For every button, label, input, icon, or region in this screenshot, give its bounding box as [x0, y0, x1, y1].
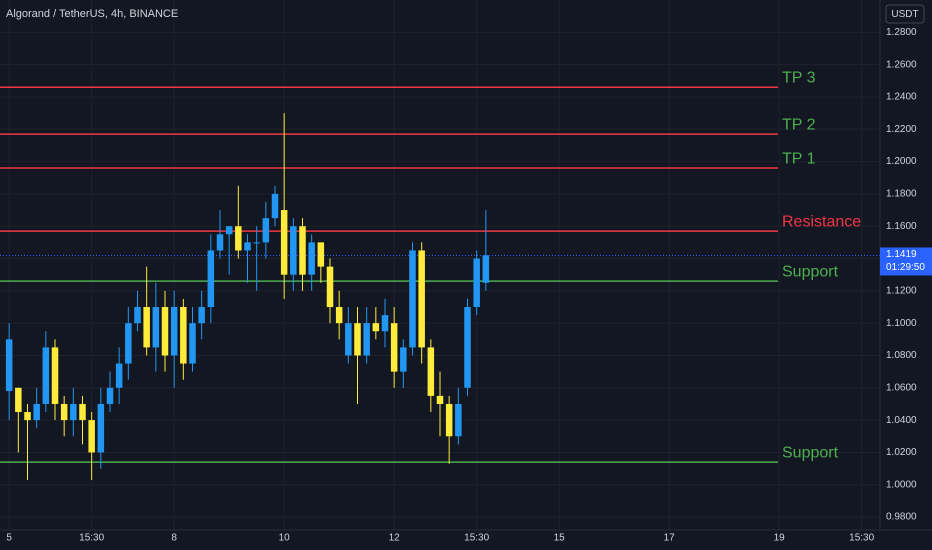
candle-body	[482, 255, 490, 283]
candle-body	[372, 323, 380, 332]
candle-body	[271, 193, 279, 219]
x-tick-label: 5	[6, 533, 12, 544]
candle-body	[390, 323, 398, 372]
x-tick-label: 12	[389, 533, 401, 544]
level-label: TP 3	[782, 69, 816, 86]
level-label: Support	[782, 263, 839, 280]
candle-body	[152, 307, 160, 348]
x-tick-label: 8	[171, 533, 177, 544]
level-label: TP 2	[782, 116, 816, 133]
candle-body	[445, 403, 453, 437]
candle-body	[198, 307, 205, 324]
candle-body	[290, 226, 297, 275]
candle-body	[436, 395, 444, 404]
candle-body	[400, 347, 407, 372]
y-tick-label: 1.2200	[886, 124, 917, 135]
candle-body	[207, 250, 215, 308]
candle-body	[225, 226, 233, 235]
candle-body	[42, 347, 50, 404]
y-tick-label: 1.0600	[886, 382, 917, 393]
y-tick-label: 1.1000	[886, 318, 917, 329]
candle-body	[345, 323, 352, 356]
candle-body	[253, 242, 260, 244]
candle-body	[79, 403, 86, 421]
candle-body	[455, 403, 462, 437]
candle-body	[97, 403, 105, 453]
candle-body	[464, 307, 471, 388]
candle-body	[335, 307, 343, 324]
candle-body	[88, 420, 95, 453]
x-tick-label: 15:30	[79, 533, 104, 544]
candle-body	[363, 323, 370, 356]
y-tick-label: 1.1600	[886, 221, 917, 232]
last-price: 1.1419	[886, 249, 917, 260]
chart-title: Algorand / TetherUS, 4h, BINANCE	[6, 8, 178, 20]
y-tick-label: 1.0200	[886, 447, 917, 458]
candle-body	[280, 210, 288, 275]
level-label: TP 1	[782, 150, 816, 167]
y-tick-label: 1.0800	[886, 350, 917, 361]
candle-body	[427, 347, 435, 396]
candle-body	[170, 307, 178, 356]
candle-body	[409, 250, 416, 348]
candle-body	[143, 307, 150, 348]
candle-body	[115, 363, 123, 388]
candle-body	[161, 307, 169, 356]
candle-body	[299, 226, 306, 275]
x-tick-label: 15:30	[464, 533, 489, 544]
y-tick-label: 1.2000	[886, 156, 917, 167]
candle-body	[317, 242, 325, 267]
level-label: Resistance	[782, 213, 861, 230]
x-tick-label: 17	[664, 533, 676, 544]
candle-body	[262, 218, 270, 243]
y-tick-label: 1.2800	[886, 27, 917, 38]
candle-body	[106, 387, 114, 404]
level-label: Support	[782, 444, 839, 461]
candle-body	[216, 234, 224, 251]
y-tick-label: 1.1200	[886, 285, 917, 296]
candle-body	[134, 307, 141, 324]
candle-body	[326, 266, 334, 308]
y-tick-label: 1.0400	[886, 415, 917, 426]
y-tick-label: 1.2600	[886, 59, 917, 70]
candle-body	[60, 403, 68, 421]
x-tick-label: 10	[279, 533, 291, 544]
y-tick-label: 1.1800	[886, 189, 917, 200]
currency: USDT	[891, 9, 918, 20]
candle-body	[180, 307, 187, 364]
candle-body	[235, 226, 242, 251]
candle-body	[51, 347, 59, 404]
candle-body	[381, 315, 389, 332]
candle-body	[125, 323, 132, 364]
candle-body	[5, 339, 13, 392]
candle-body	[15, 387, 22, 413]
candle-body	[33, 403, 40, 421]
x-tick-label: 15:30	[849, 533, 874, 544]
candle-body	[354, 323, 361, 356]
candle-body	[189, 323, 196, 364]
candle-body	[308, 242, 315, 275]
x-tick-label: 15	[554, 533, 566, 544]
y-tick-label: 1.2400	[886, 92, 917, 103]
y-tick-label: 0.9800	[886, 512, 917, 523]
candle-body	[244, 242, 251, 251]
candle-body	[70, 403, 77, 421]
candle-body	[418, 250, 425, 348]
currency-box[interactable]	[885, 4, 925, 24]
last-price-box	[880, 247, 932, 276]
x-tick-label: 19	[774, 533, 786, 544]
candle-body	[473, 258, 480, 308]
countdown: 01:29:50	[886, 262, 925, 273]
candle-body	[24, 412, 31, 421]
y-tick-label: 1.0000	[886, 479, 917, 490]
